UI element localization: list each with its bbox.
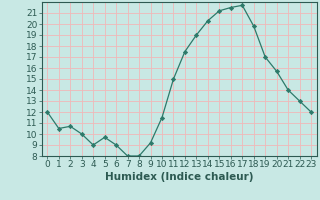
X-axis label: Humidex (Indice chaleur): Humidex (Indice chaleur) bbox=[105, 172, 253, 182]
